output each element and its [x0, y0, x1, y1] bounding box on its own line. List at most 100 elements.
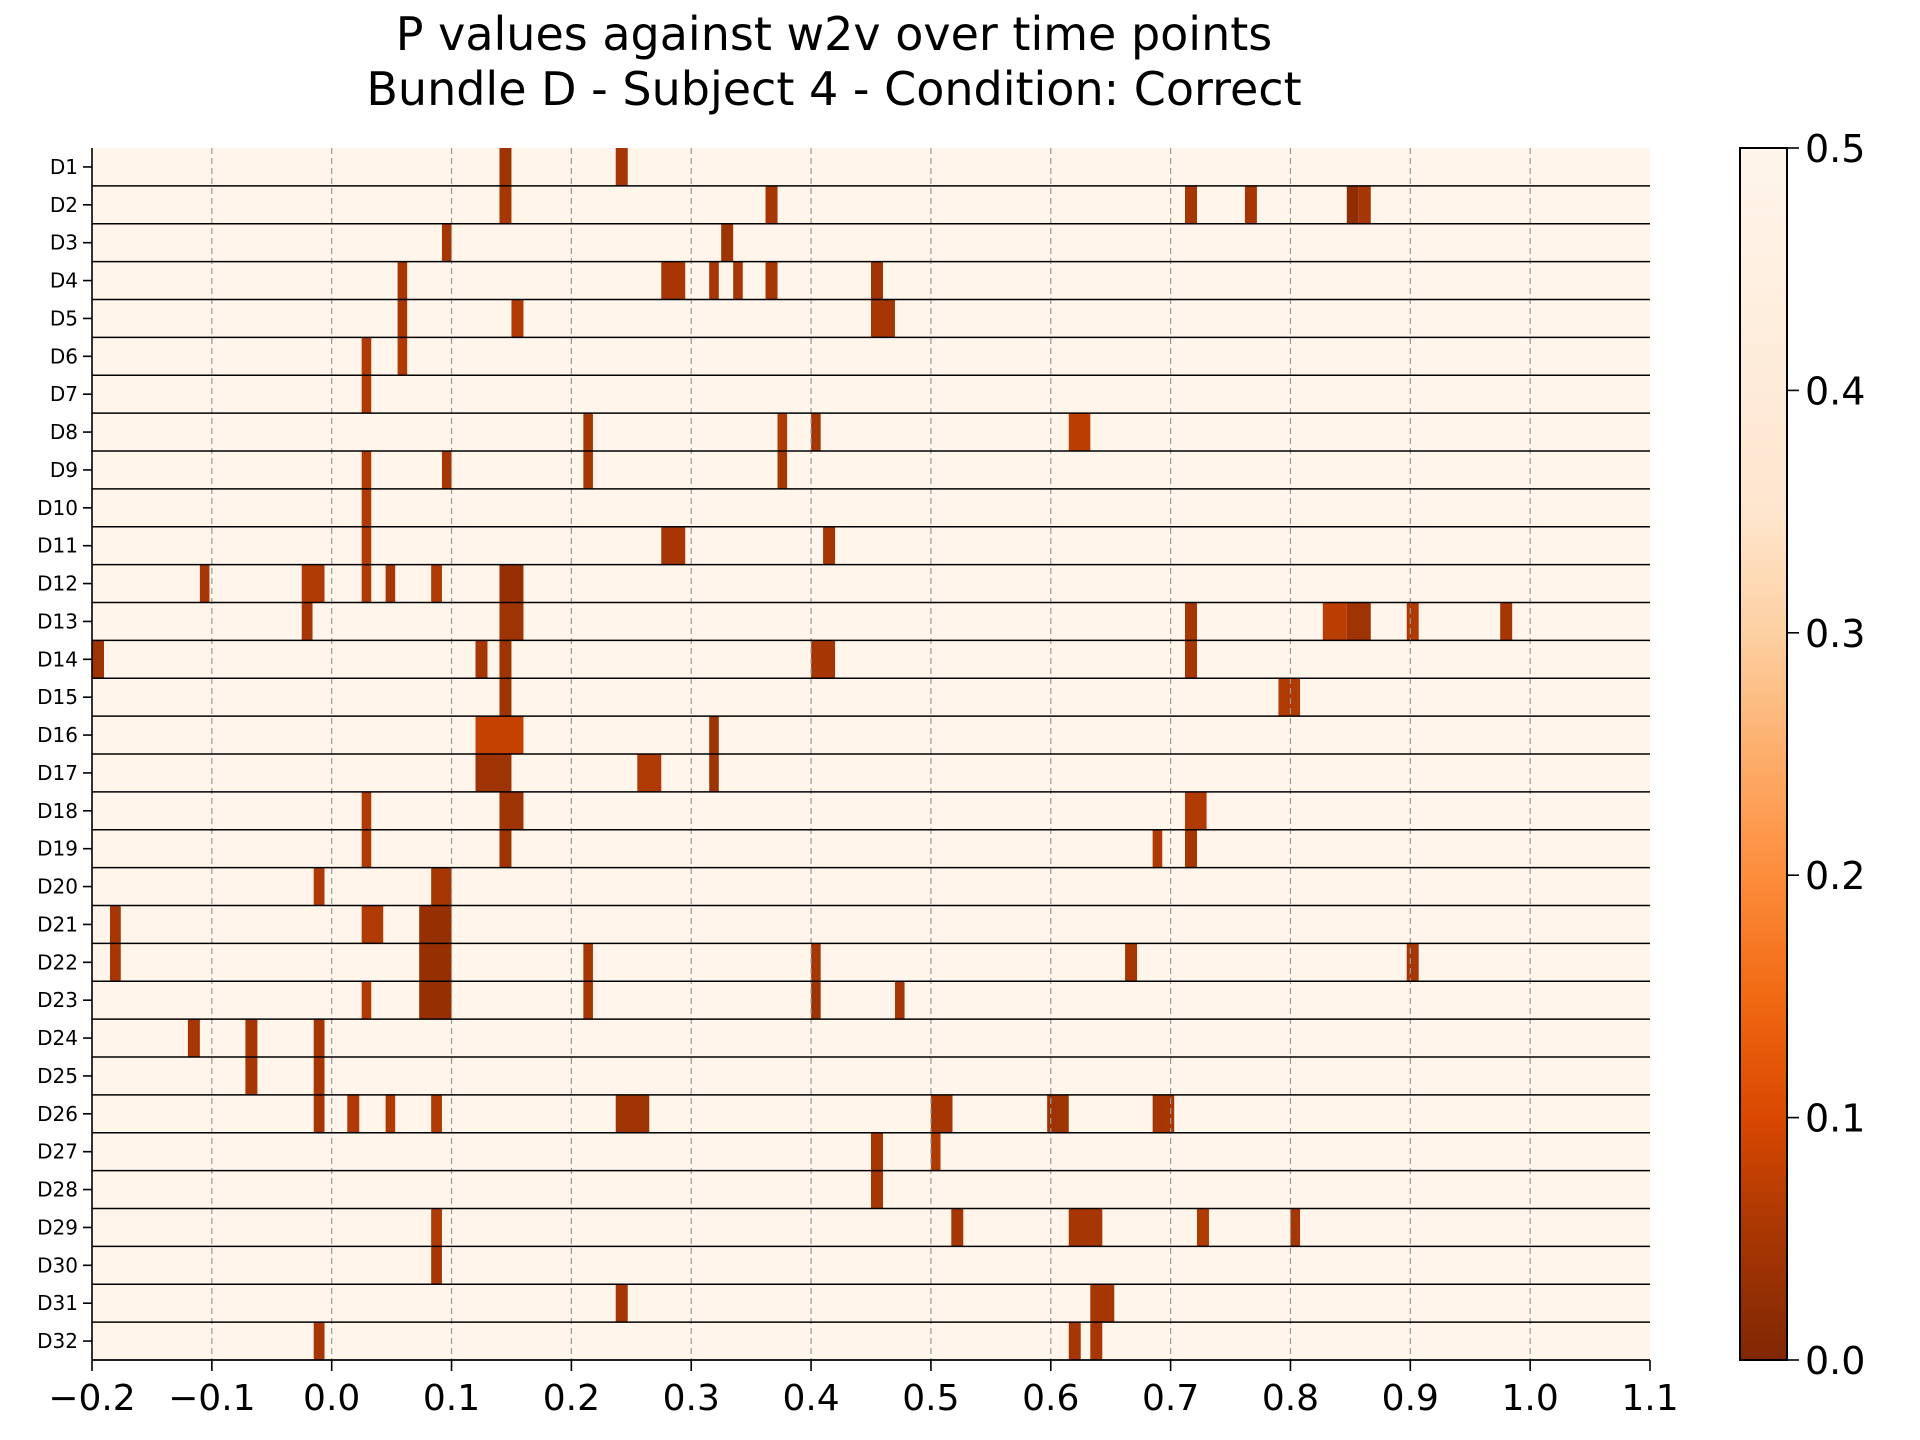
pvalue-cell-D16-1: [709, 716, 719, 754]
row-background-D7: [92, 375, 1650, 414]
pvalue-cell-D32-2: [1090, 1322, 1103, 1360]
row-background-D10: [92, 488, 1650, 527]
pvalue-cell-D23-2: [583, 981, 593, 1020]
pvalue-cell-D8-0: [583, 413, 593, 451]
pvalue-cell-D12-0: [199, 564, 210, 603]
pvalue-cell-D22-3: [811, 943, 821, 982]
pvalue-cell-D24-1: [245, 1019, 258, 1057]
y-tick-label-D26: D26: [37, 1102, 78, 1126]
pvalue-cell-D26-4: [615, 1094, 650, 1133]
x-tick-label: 0.2: [543, 1378, 600, 1419]
x-tick-label: −0.2: [48, 1378, 135, 1419]
pvalue-cell-D12-1: [301, 564, 325, 603]
y-tick-label-D4: D4: [50, 269, 78, 293]
pvalue-cell-D26-3: [431, 1094, 442, 1133]
pvalue-cell-D9-3: [777, 451, 788, 489]
y-tick-label-D32: D32: [37, 1329, 78, 1353]
pvalue-cell-D13-3: [1322, 602, 1347, 641]
y-tick-label-D10: D10: [37, 496, 78, 520]
colorbar-gradient: [1739, 147, 1788, 1361]
pvalue-cell-D14-0: [92, 640, 104, 679]
pvalue-cell-D24-2: [313, 1019, 325, 1057]
colorbar-tick-label: 0.4: [1805, 369, 1865, 413]
pvalue-cell-D29-0: [431, 1208, 442, 1247]
pvalue-cell-D3-1: [721, 223, 734, 262]
x-tick-label: 1.1: [1621, 1378, 1678, 1419]
pvalue-cell-D23-4: [894, 981, 905, 1020]
pvalue-cell-D18-0: [361, 791, 372, 830]
pvalue-cell-D7-0: [361, 375, 372, 414]
pvalue-cell-D8-3: [1068, 413, 1091, 451]
row-background-D21: [92, 905, 1650, 944]
pvalue-cell-D17-0: [475, 754, 512, 792]
pvalue-cell-D29-3: [1196, 1208, 1209, 1247]
x-tick-label: 0.9: [1382, 1378, 1439, 1419]
pvalue-cell-D11-0: [361, 526, 372, 565]
pvalue-cell-D22-2: [583, 943, 593, 982]
row-background-D20: [92, 867, 1650, 906]
pvalue-cell-D17-1: [637, 754, 662, 792]
y-tick-label-D24: D24: [37, 1026, 78, 1050]
x-tick-label: 0.4: [782, 1378, 839, 1419]
row-background-D9: [92, 451, 1650, 489]
pvalue-cell-D21-1: [361, 905, 384, 944]
row-background-D23: [92, 981, 1650, 1020]
pvalue-cell-D21-0: [109, 905, 121, 944]
row-background-D17: [92, 754, 1650, 792]
y-tick-label-D31: D31: [37, 1291, 78, 1315]
pvalue-cell-D32-1: [1068, 1322, 1081, 1360]
pvalue-cell-D23-1: [419, 981, 452, 1020]
row-background-D8: [92, 413, 1650, 451]
pvalue-cell-D12-3: [385, 564, 396, 603]
y-tick-label-D20: D20: [37, 875, 78, 899]
pvalue-cell-D18-1: [499, 791, 524, 830]
plot-area: D1 D2 D3 D4 D5 D6 D7 D8 D9 D10 D11 D12 D13 D14 D15 D16 D…: [37, 148, 1679, 1419]
pvalue-cell-D4-5: [871, 261, 883, 300]
pvalue-cell-D26-2: [385, 1094, 396, 1133]
row-background-D16: [92, 716, 1650, 754]
colorbar-tick-label: 0.5: [1805, 127, 1865, 171]
row-background-D19: [92, 829, 1650, 868]
row-background-D26: [92, 1094, 1650, 1133]
pvalue-cell-D13-5: [1406, 602, 1419, 641]
pvalue-cell-D3-0: [441, 223, 452, 262]
x-tick-label: 0.0: [303, 1378, 360, 1419]
pvalue-cell-D2-5: [1358, 185, 1371, 224]
row-background-D32: [92, 1322, 1650, 1360]
row-background-D15: [92, 678, 1650, 717]
y-tick-label-D14: D14: [37, 647, 78, 671]
y-tick-label-D28: D28: [37, 1178, 78, 1202]
row-background-D2: [92, 185, 1650, 224]
chart-title-line-1: P values against w2v over time points: [396, 7, 1273, 61]
y-tick-label-D11: D11: [37, 534, 78, 558]
row-background-D22: [92, 943, 1650, 982]
y-tick-label-D9: D9: [50, 458, 78, 482]
y-tick-label-D13: D13: [37, 609, 78, 633]
pvalue-cell-D5-2: [871, 299, 895, 338]
row-background-D1: [92, 148, 1650, 186]
pvalue-cell-D11-2: [823, 526, 836, 565]
pvalue-cell-D1-1: [615, 148, 628, 186]
row-background-D12: [92, 564, 1650, 603]
row-background-D13: [92, 602, 1650, 641]
pvalue-cell-D5-0: [397, 299, 408, 338]
y-tick-label-D16: D16: [37, 723, 78, 747]
pvalue-cell-D9-0: [361, 451, 372, 489]
pvalue-cell-D26-0: [313, 1094, 325, 1133]
row-background-D24: [92, 1019, 1650, 1057]
pvalue-cell-D4-0: [397, 261, 408, 300]
pvalue-cell-D2-3: [1244, 185, 1257, 224]
pvalue-cell-D20-1: [431, 867, 452, 906]
y-tick-label-D29: D29: [37, 1215, 78, 1239]
pvalue-cell-D14-3: [811, 640, 836, 679]
pvalue-cell-D4-3: [733, 261, 743, 300]
pvalue-cell-D22-4: [1125, 943, 1138, 982]
y-tick-label-D22: D22: [37, 950, 78, 974]
pvalue-cell-D21-2: [419, 905, 452, 944]
pvalue-cell-D19-1: [499, 829, 512, 868]
pvalue-cell-D25-1: [313, 1057, 325, 1095]
pvalue-cell-D13-6: [1500, 602, 1513, 641]
pvalue-cell-D1-0: [499, 148, 512, 186]
x-tick-label: 0.8: [1262, 1378, 1319, 1419]
row-background-D25: [92, 1057, 1650, 1095]
